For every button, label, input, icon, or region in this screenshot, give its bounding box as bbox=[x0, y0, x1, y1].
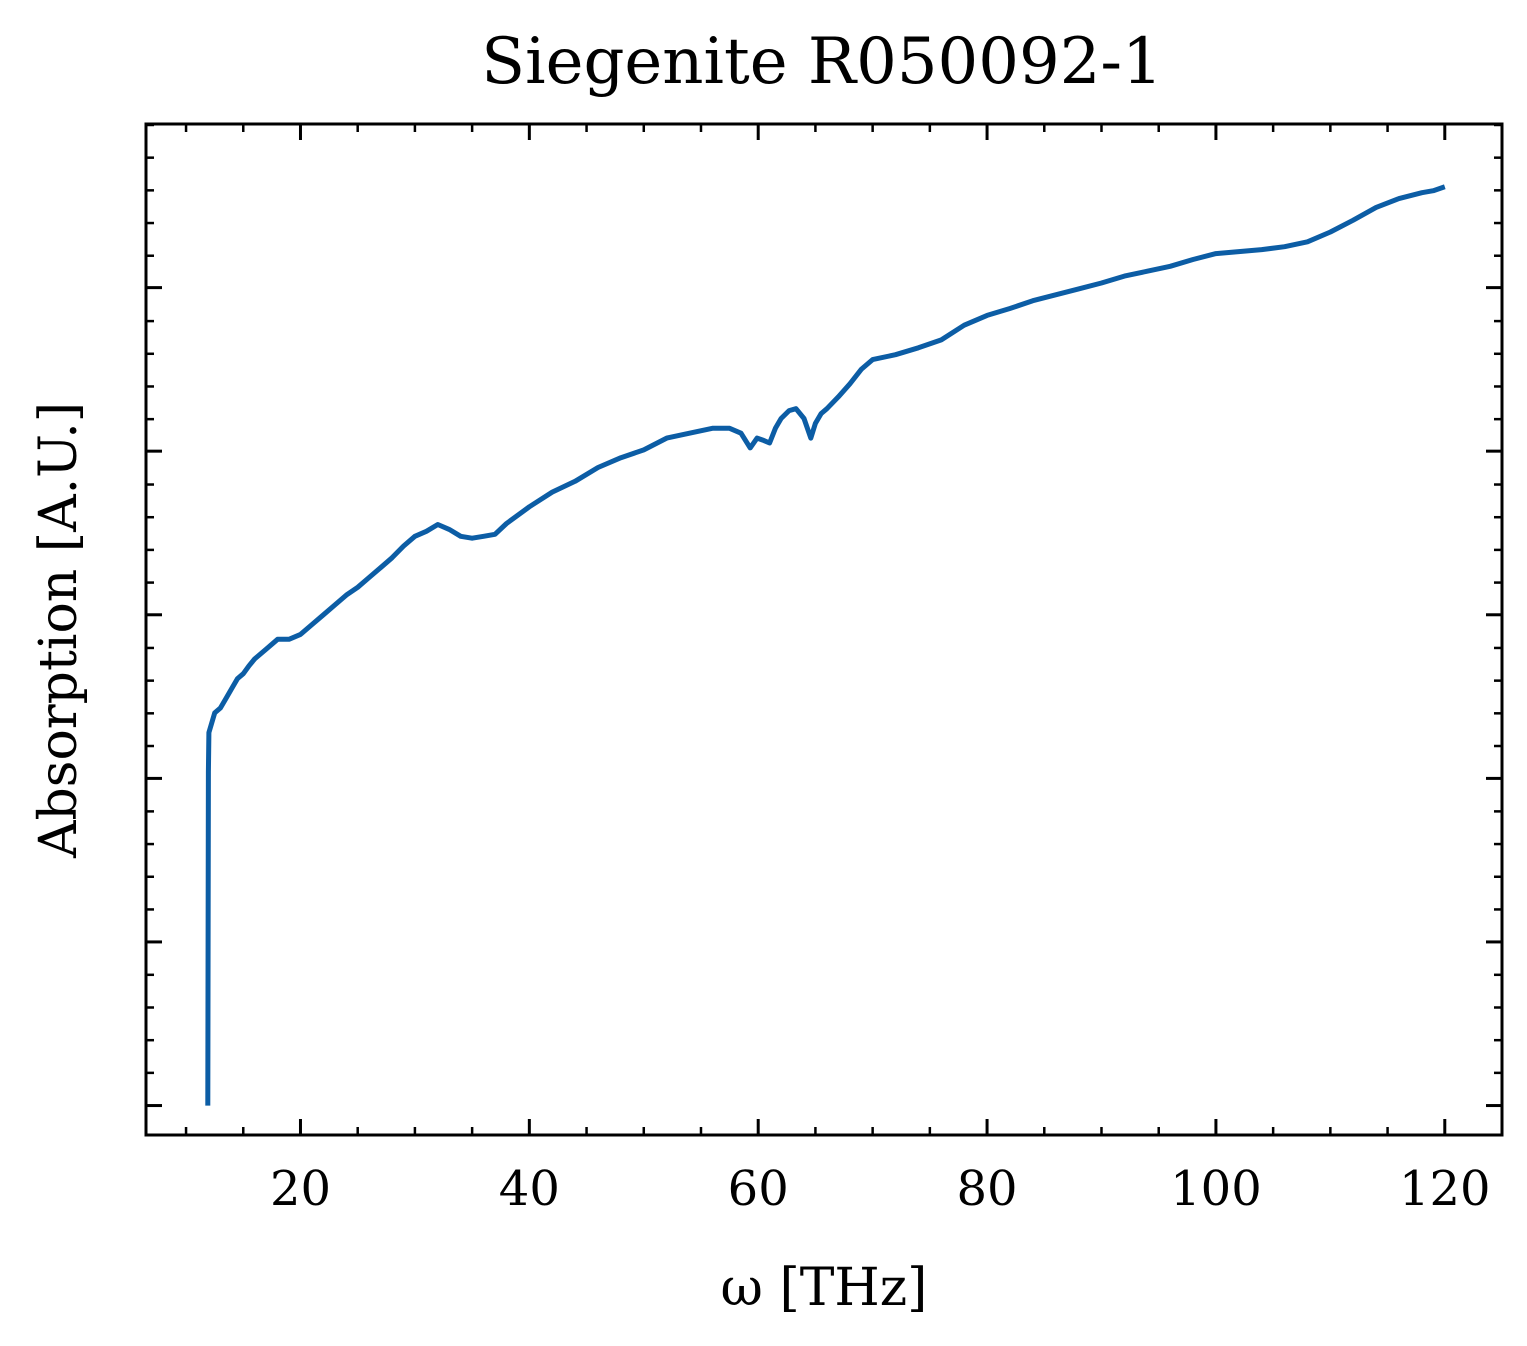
x-tick-label: 80 bbox=[957, 1161, 1018, 1217]
major-ticks bbox=[146, 124, 1502, 1135]
plot-frame bbox=[144, 122, 1504, 1137]
series-line bbox=[205, 184, 1446, 1106]
x-tick-label: 40 bbox=[499, 1161, 560, 1217]
chart-title: Siegenite R050092-1 bbox=[481, 25, 1163, 99]
x-tick-label: 120 bbox=[1399, 1161, 1491, 1217]
x-tick-labels: 20 40 60 80 100 120 bbox=[270, 1161, 1491, 1217]
x-tick-label: 20 bbox=[270, 1161, 331, 1217]
x-tick-label: 60 bbox=[728, 1161, 789, 1217]
minor-ticks bbox=[146, 123, 1504, 1135]
y-axis-label: Absorption [A.U.] bbox=[29, 402, 89, 859]
x-tick-label: 100 bbox=[1170, 1161, 1262, 1217]
x-axis-label: ω [THz] bbox=[721, 1258, 928, 1318]
plot-area: 20 40 60 80 100 120 bbox=[144, 122, 1504, 1217]
